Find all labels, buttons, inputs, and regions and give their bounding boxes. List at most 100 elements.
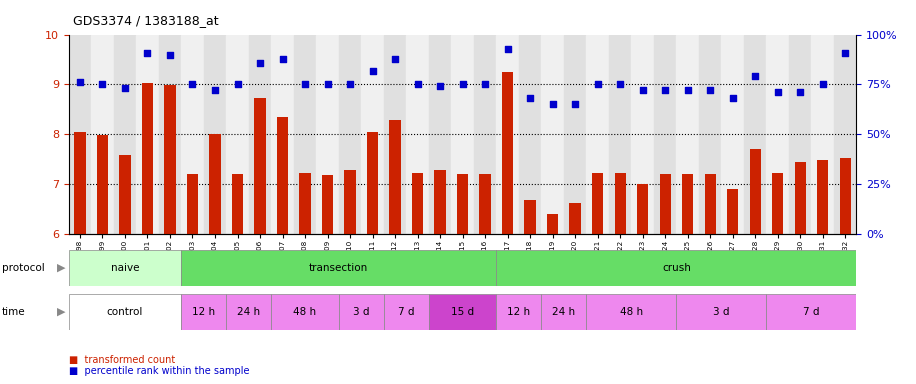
Point	[140, 50, 155, 56]
Text: transection: transection	[310, 263, 368, 273]
Bar	[164, 86, 176, 234]
Text: protocol: protocol	[2, 263, 45, 273]
Text: naive: naive	[111, 263, 139, 273]
Bar	[525, 200, 536, 234]
Point	[681, 88, 695, 94]
Bar	[69, 294, 181, 330]
Text: 3 d: 3 d	[353, 307, 369, 317]
Bar	[840, 158, 851, 234]
Bar	[97, 136, 108, 234]
Bar	[210, 134, 221, 234]
Bar	[682, 174, 693, 234]
Bar	[676, 35, 699, 234]
Bar	[518, 35, 541, 234]
Bar	[181, 35, 203, 234]
Bar	[817, 161, 828, 234]
Text: 24 h: 24 h	[552, 307, 575, 317]
Text: 3 d: 3 d	[714, 307, 730, 317]
Bar	[676, 294, 767, 330]
Text: 7 d: 7 d	[803, 307, 820, 317]
Bar	[699, 35, 722, 234]
Bar	[367, 132, 378, 234]
Text: 12 h: 12 h	[507, 307, 530, 317]
Bar	[92, 35, 114, 234]
Bar	[407, 35, 429, 234]
Bar	[767, 35, 789, 234]
Bar	[586, 35, 609, 234]
Bar	[389, 121, 400, 234]
Bar	[158, 35, 181, 234]
Point	[793, 89, 808, 96]
Bar	[181, 294, 226, 330]
Point	[321, 81, 335, 88]
Bar	[187, 174, 198, 234]
Bar	[772, 173, 783, 234]
Point	[747, 73, 762, 79]
Bar	[834, 35, 856, 234]
Text: time: time	[2, 307, 26, 317]
Bar	[232, 174, 243, 234]
Bar	[429, 35, 452, 234]
Point	[253, 60, 267, 66]
Point	[478, 81, 493, 88]
Point	[410, 81, 425, 88]
Bar	[637, 184, 649, 234]
Point	[432, 83, 447, 89]
Bar	[271, 35, 294, 234]
Bar	[434, 170, 446, 234]
Point	[658, 88, 672, 94]
Bar	[294, 35, 316, 234]
Point	[365, 68, 380, 74]
Point	[455, 81, 470, 88]
Bar	[496, 250, 856, 286]
Bar	[502, 72, 513, 234]
Bar	[339, 294, 384, 330]
Bar	[452, 35, 474, 234]
Bar	[749, 149, 761, 234]
Bar	[767, 294, 856, 330]
Bar	[255, 98, 266, 234]
Bar	[277, 117, 289, 234]
Bar	[479, 174, 491, 234]
Text: ▶: ▶	[57, 263, 65, 273]
Text: 48 h: 48 h	[293, 307, 317, 317]
Bar	[586, 294, 676, 330]
Bar	[570, 203, 581, 234]
Bar	[271, 294, 339, 330]
Bar	[609, 35, 631, 234]
Point	[117, 85, 132, 91]
Point	[185, 81, 200, 88]
Bar	[384, 294, 429, 330]
Text: ▶: ▶	[57, 307, 65, 317]
Point	[613, 81, 627, 88]
Bar	[114, 35, 136, 234]
Text: crush: crush	[662, 263, 691, 273]
Text: ■  percentile rank within the sample: ■ percentile rank within the sample	[69, 366, 249, 376]
Bar	[631, 35, 654, 234]
Bar	[547, 214, 558, 234]
Bar	[142, 83, 153, 234]
Bar	[226, 294, 271, 330]
Bar	[226, 35, 249, 234]
Bar	[136, 35, 158, 234]
Point	[838, 50, 853, 56]
Bar	[564, 35, 586, 234]
Bar	[74, 132, 85, 234]
Bar	[69, 35, 92, 234]
Point	[72, 79, 87, 86]
Bar	[69, 250, 181, 286]
Bar	[541, 294, 586, 330]
Bar	[592, 173, 604, 234]
Point	[500, 45, 515, 51]
Bar	[203, 35, 226, 234]
Point	[208, 88, 223, 94]
Bar	[789, 35, 812, 234]
Bar	[429, 294, 496, 330]
Point	[815, 81, 830, 88]
Bar	[654, 35, 676, 234]
Point	[703, 88, 717, 94]
Bar	[361, 35, 384, 234]
Point	[387, 55, 402, 61]
Text: 48 h: 48 h	[620, 307, 643, 317]
Bar	[727, 189, 738, 234]
